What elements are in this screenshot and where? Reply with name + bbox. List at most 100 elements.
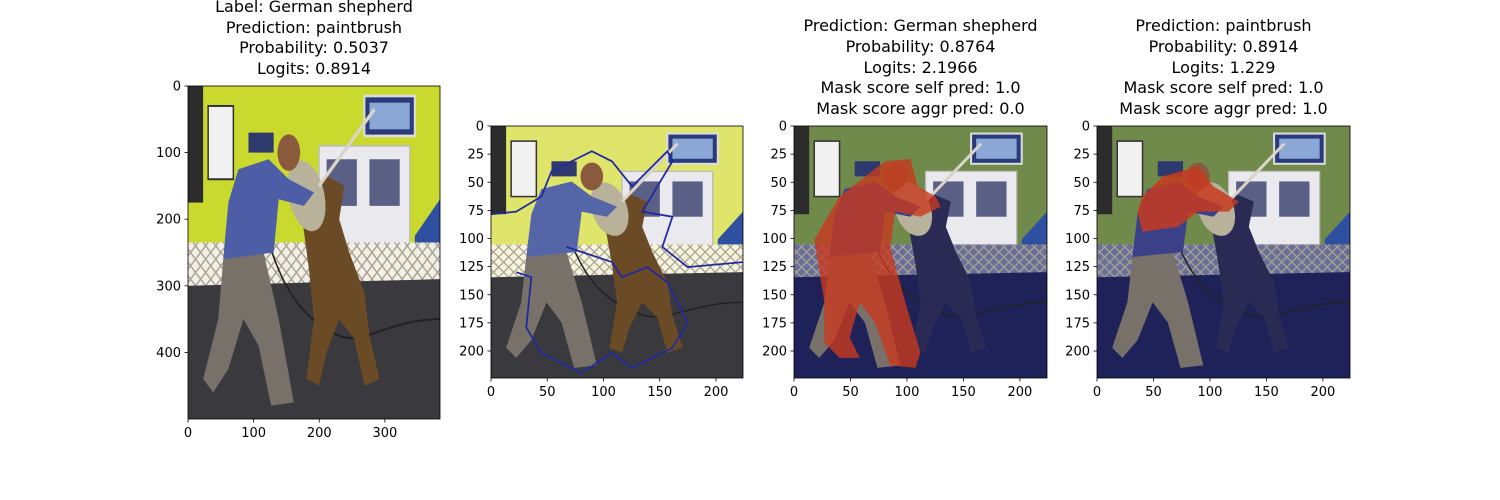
y-tick-label: 50 <box>770 176 787 191</box>
y-tick-label: 50 <box>467 176 484 191</box>
title-line: Prediction: paintbrush <box>1135 16 1312 35</box>
dark-doorway <box>794 126 810 215</box>
panel-image <box>491 126 743 378</box>
y-tick-label: 25 <box>1073 148 1090 163</box>
x-tick-label: 0 <box>1093 385 1101 400</box>
window-left <box>510 140 538 198</box>
y-tick-label: 50 <box>1073 176 1090 191</box>
axes-frame <box>187 85 441 420</box>
stick <box>924 142 983 203</box>
x-tick-label: 150 <box>951 385 976 400</box>
y-tick-label: 150 <box>1065 288 1090 303</box>
y-tick-label: 125 <box>1065 260 1090 275</box>
y-tick-label: 75 <box>770 204 787 219</box>
y-tick-label: 150 <box>459 288 484 303</box>
mask-contour <box>491 149 743 374</box>
man-torso <box>526 181 617 258</box>
y-tick-label: 25 <box>770 148 787 163</box>
small-sign <box>248 132 274 153</box>
y-tick-label: 200 <box>762 345 787 360</box>
x-tick-label: 0 <box>184 426 192 441</box>
y-tick-label: 175 <box>762 316 787 331</box>
x-tick-label: 50 <box>1145 385 1162 400</box>
y-tick-label: 125 <box>762 260 787 275</box>
y-tick-label: 0 <box>1082 120 1090 135</box>
y-tick-label: 125 <box>459 260 484 275</box>
dog-shape <box>1210 194 1290 353</box>
small-sign <box>551 161 577 177</box>
x-tick-label: 100 <box>1198 385 1223 400</box>
leash <box>257 202 440 339</box>
leash <box>560 213 743 318</box>
x-tick-label: 100 <box>895 385 920 400</box>
title-line: Logits: 2.1966 <box>863 57 978 77</box>
dark-doorway <box>188 86 204 203</box>
dog-shape <box>604 194 683 353</box>
wall-picture-inner <box>976 138 1017 159</box>
y-tick-label: 175 <box>459 316 484 331</box>
x-tick-label: 200 <box>704 385 729 400</box>
y-tick-label: 200 <box>1065 345 1090 360</box>
x-tick-label: 0 <box>487 385 495 400</box>
axes-frame <box>793 125 1048 379</box>
panel-image <box>1097 126 1350 378</box>
y-tick-label: 300 <box>156 279 181 294</box>
panel-title: Label: German shepherd Prediction: paintb… <box>114 0 514 80</box>
title-line: Mask score self pred: 1.0 <box>1123 78 1324 98</box>
y-tick-label: 75 <box>1073 204 1090 219</box>
title-line: Probability: 0.8914 <box>1148 36 1299 56</box>
x-tick-label: 100 <box>591 385 616 400</box>
wall-picture-inner <box>672 138 713 159</box>
man-legs <box>1112 252 1204 368</box>
x-tick-label: 0 <box>790 385 798 400</box>
dog-shape <box>301 175 380 386</box>
y-tick-label: 100 <box>762 232 787 247</box>
title-line: Prediction: paintbrush <box>225 17 403 37</box>
axes-frame <box>1096 125 1351 379</box>
panel-image <box>188 86 440 419</box>
door-pane-right <box>369 159 400 206</box>
axes-frame <box>490 125 744 379</box>
dark-doorway <box>491 126 507 215</box>
title-line: Prediction: German shepherd <box>803 16 1038 35</box>
x-tick-label: 200 <box>1007 385 1032 400</box>
y-tick-label: 100 <box>156 146 181 161</box>
y-tick-label: 0 <box>476 120 484 135</box>
panel-title: Prediction: German shepherd Probability: … <box>721 16 1121 120</box>
title-line: Probability: 0.5037 <box>239 38 389 58</box>
y-tick-label: 400 <box>156 346 181 361</box>
man-legs <box>506 252 597 368</box>
window-left <box>813 140 841 198</box>
title-line: Probability: 0.8764 <box>845 36 996 56</box>
window-left <box>1116 140 1144 198</box>
x-tick-label: 200 <box>307 426 332 441</box>
y-tick-label: 200 <box>156 213 181 228</box>
wall-picture-inner <box>1279 138 1320 159</box>
x-tick-label: 100 <box>241 426 266 441</box>
y-tick-label: 175 <box>1065 316 1090 331</box>
y-tick-label: 75 <box>467 204 484 219</box>
y-tick-label: 200 <box>459 345 484 360</box>
y-tick-label: 25 <box>467 148 484 163</box>
panel-image <box>794 126 1047 378</box>
x-tick-label: 50 <box>842 385 859 400</box>
heatmap-region <box>814 158 941 368</box>
leash <box>1167 213 1350 318</box>
x-tick-label: 150 <box>647 385 672 400</box>
man-torso <box>223 159 314 260</box>
title-line: Logits: 0.8914 <box>256 59 372 79</box>
y-tick-label: 100 <box>459 232 484 247</box>
title-line: Mask score self pred: 1.0 <box>820 78 1021 98</box>
y-tick-label: 100 <box>1065 232 1090 247</box>
y-tick-label: 0 <box>173 80 181 95</box>
x-tick-label: 300 <box>372 426 397 441</box>
dog-shape <box>907 194 987 353</box>
x-tick-label: 200 <box>1310 385 1335 400</box>
dark-doorway <box>1097 126 1113 215</box>
wall-picture-inner <box>369 102 410 130</box>
title-line: Label: German shepherd <box>215 0 413 16</box>
